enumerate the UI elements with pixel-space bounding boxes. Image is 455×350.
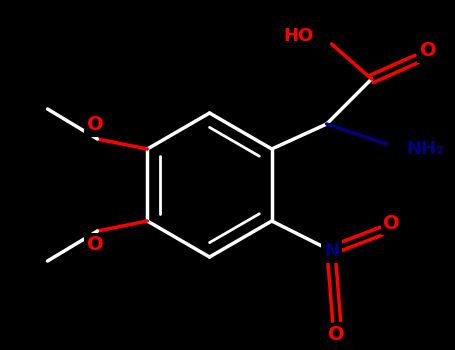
Text: O: O <box>329 326 345 344</box>
Text: HO: HO <box>283 27 313 45</box>
Text: O: O <box>420 42 437 61</box>
Text: N: N <box>324 242 339 260</box>
Text: O: O <box>87 236 104 254</box>
Text: O: O <box>383 214 400 232</box>
Text: O: O <box>87 116 104 134</box>
Text: NH₂: NH₂ <box>406 140 445 158</box>
